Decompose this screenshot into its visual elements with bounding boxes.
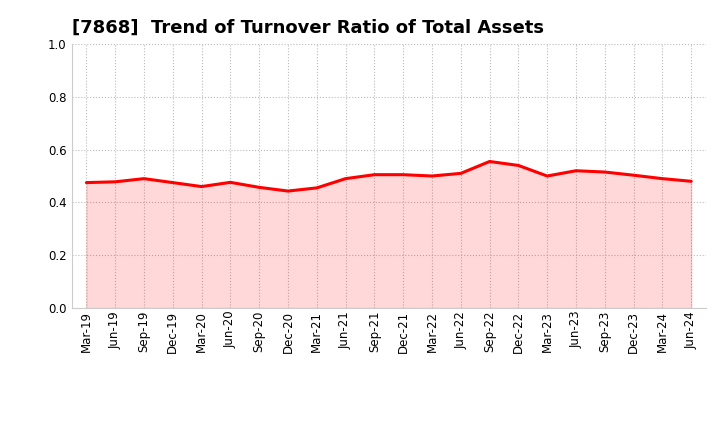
Text: [7868]  Trend of Turnover Ratio of Total Assets: [7868] Trend of Turnover Ratio of Total … [72,19,544,37]
